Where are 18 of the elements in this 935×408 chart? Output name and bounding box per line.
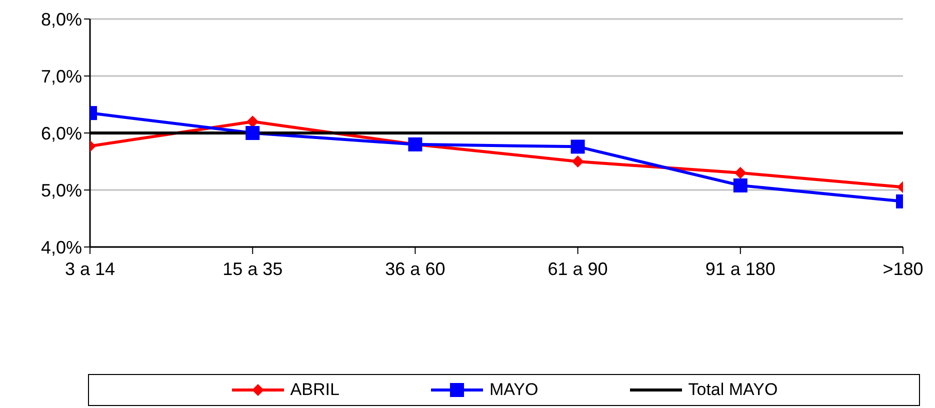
legend-label: ABRIL [290,380,340,400]
x-tick-label: 91 a 180 [705,258,776,279]
x-tick-label: 3 a 14 [64,258,116,279]
y-tick-label: 8,0% [40,9,82,30]
y-tick-label: 7,0% [40,66,82,86]
legend-label: Total MAYO [688,380,778,400]
legend-label: MAYO [489,380,538,400]
point [572,156,584,168]
y-tick-label: 4,0% [40,237,82,258]
y-tick-label: 5,0% [40,180,82,200]
x-tick-label: 36 a 60 [385,258,446,279]
y-tick-label: 6,0% [40,123,82,144]
x-tick-label: 61 a 90 [548,258,608,279]
x-tick-label: 15 a 35 [222,258,283,279]
point [733,178,748,192]
x-tick-label: >180 [882,258,924,279]
point [734,166,746,179]
point [570,140,585,154]
